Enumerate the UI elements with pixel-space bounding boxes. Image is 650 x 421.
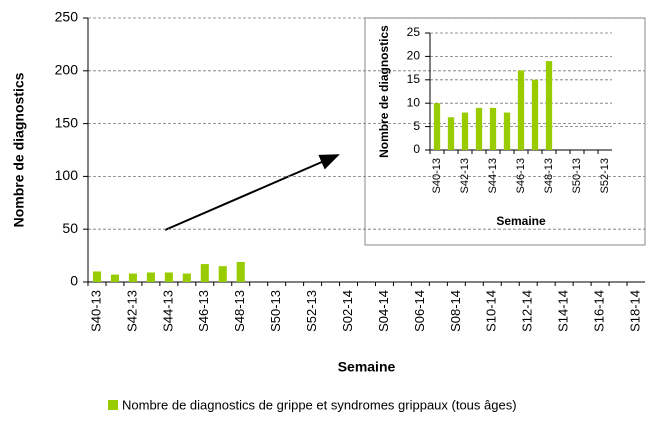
x-tick-label: S42-13 (459, 158, 471, 193)
bar (489, 107, 497, 150)
x-tick-label: S42-13 (124, 290, 139, 332)
bar (517, 70, 525, 150)
x-tick-label: S40-13 (88, 290, 103, 332)
bar (110, 274, 119, 282)
legend-label: Nombre de diagnostics de grippe et syndr… (122, 397, 517, 412)
bar (447, 117, 455, 150)
y-tick-label: 0 (70, 273, 78, 289)
y-tick-label: 10 (407, 95, 421, 109)
bar (218, 266, 227, 282)
x-tick-label: S52-13 (304, 290, 319, 332)
x-tick-label: S48-13 (543, 158, 555, 193)
x-tick-label: S44-13 (487, 158, 499, 193)
x-tick-label: S08-14 (448, 290, 463, 332)
y-tick-label: 250 (55, 9, 79, 25)
x-tick-label: S06-14 (412, 290, 427, 332)
bar (475, 107, 483, 150)
x-tick-label: S04-14 (376, 290, 391, 332)
x-tick-label: S18-14 (627, 290, 642, 332)
bar (182, 273, 191, 282)
y-tick-label: 0 (413, 142, 420, 156)
y-tick-label: 25 (407, 25, 421, 39)
bar (164, 272, 173, 282)
bar (146, 272, 155, 282)
bar (200, 264, 209, 282)
bar (531, 79, 539, 150)
x-axis-label: Semaine (338, 359, 396, 375)
y-tick-label: 150 (55, 114, 79, 130)
x-tick-label: S46-13 (515, 158, 527, 193)
x-tick-label: S16-14 (592, 290, 607, 332)
y-tick-label: 50 (62, 220, 78, 236)
x-tick-label: S10-14 (484, 290, 499, 332)
x-tick-label: S48-13 (232, 290, 247, 332)
x-tick-label: S52-13 (599, 158, 611, 193)
y-tick-label: 15 (407, 72, 421, 86)
y-tick-label: 20 (407, 49, 421, 63)
y-tick-label: 200 (55, 62, 79, 78)
x-tick-label: S50-13 (268, 290, 283, 332)
bar (433, 103, 441, 150)
bar (128, 273, 137, 282)
x-tick-label: S44-13 (160, 290, 175, 332)
x-tick-label: S14-14 (556, 290, 571, 332)
bar (503, 112, 511, 150)
legend-swatch (108, 400, 118, 410)
x-tick-label: S46-13 (196, 290, 211, 332)
x-tick-label: S50-13 (571, 158, 583, 193)
x-tick-label: S40-13 (431, 158, 443, 193)
bar (545, 61, 553, 150)
bar (461, 112, 469, 150)
y-tick-label: 5 (413, 119, 420, 133)
bar (92, 271, 102, 282)
y-tick-label: 100 (55, 167, 79, 183)
bar (236, 261, 245, 282)
y-axis-label: Nombre de diagnostics (11, 72, 27, 227)
x-axis-label: Semaine (496, 214, 546, 228)
y-axis-label: Nombre de diagnostics (377, 25, 391, 158)
x-tick-label: S12-14 (520, 290, 535, 332)
arrow (164, 154, 340, 231)
x-tick-label: S02-14 (340, 290, 355, 332)
